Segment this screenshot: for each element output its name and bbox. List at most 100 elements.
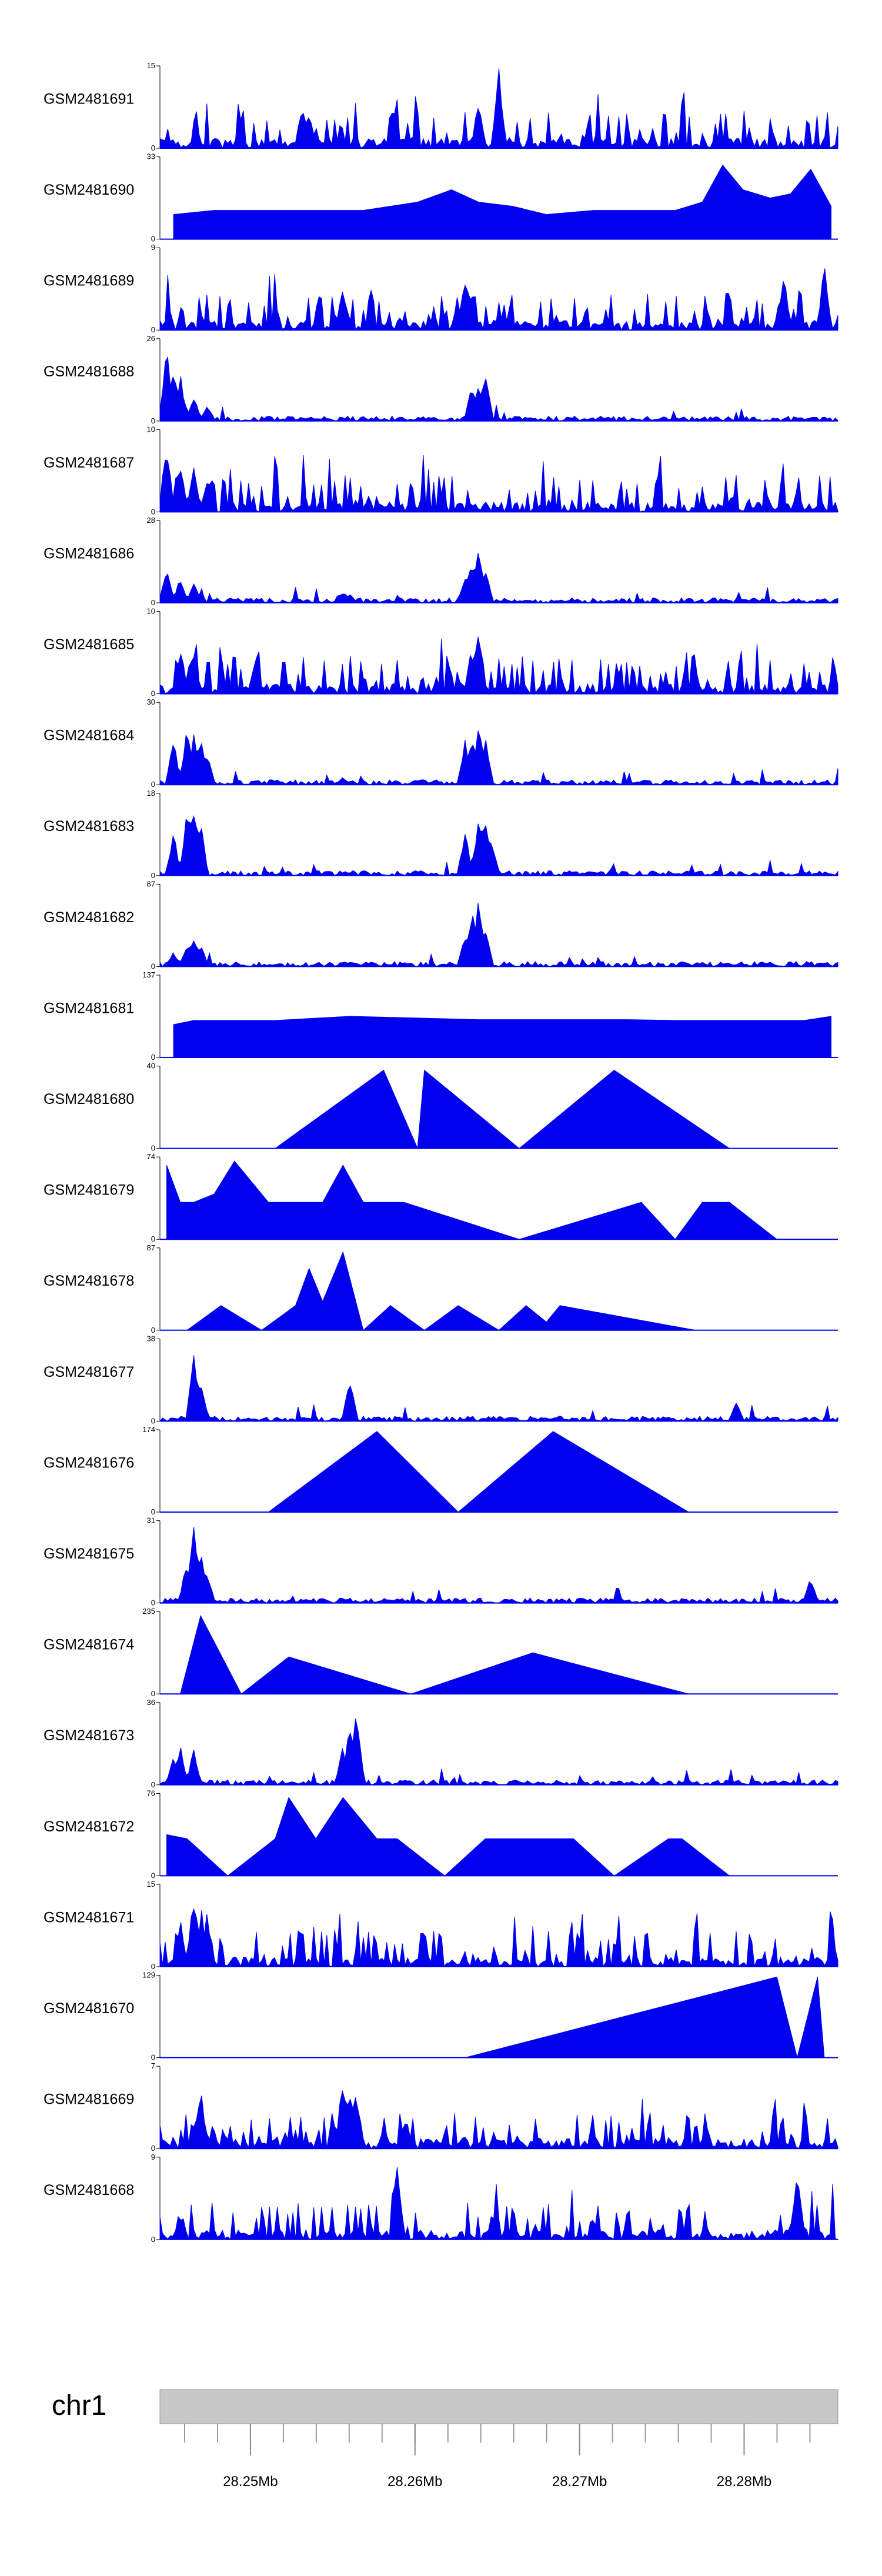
y-min-label: 0 bbox=[151, 2053, 155, 2062]
signal-area bbox=[159, 1527, 838, 1604]
y-max-label: 40 bbox=[147, 1062, 155, 1070]
y-max-label: 235 bbox=[142, 1607, 155, 1616]
y-max-label: 87 bbox=[147, 1243, 155, 1252]
y-max-label: 18 bbox=[147, 789, 155, 798]
y-max-label: 36 bbox=[147, 1698, 155, 1707]
y-min-label: 0 bbox=[151, 325, 155, 334]
chromosome-label: chr1 bbox=[52, 2390, 106, 2421]
y-max-label: 174 bbox=[142, 1425, 155, 1434]
y-min-label: 0 bbox=[151, 1962, 155, 1971]
track-GSM2481670: GSM2481670 129 0 bbox=[44, 1971, 838, 2062]
signal-area bbox=[166, 1160, 778, 1240]
y-max-label: 28 bbox=[147, 516, 155, 525]
signal-area bbox=[179, 1614, 689, 1694]
track-GSM2481690: GSM2481690 33 0 bbox=[44, 152, 838, 243]
signal-area bbox=[159, 2090, 838, 2150]
track-GSM2481686: GSM2481686 28 0 bbox=[44, 516, 838, 607]
track-label: GSM2481684 bbox=[44, 728, 134, 744]
track-label: GSM2481673 bbox=[44, 1727, 134, 1744]
track-GSM2481674: GSM2481674 235 0 bbox=[44, 1607, 838, 1698]
signal-area bbox=[159, 455, 838, 513]
y-max-label: 137 bbox=[142, 970, 155, 979]
y-min-label: 0 bbox=[151, 416, 155, 425]
y-min-label: 0 bbox=[151, 962, 155, 970]
y-max-label: 10 bbox=[147, 425, 155, 433]
track-GSM2481685: GSM2481685 10 0 bbox=[44, 607, 838, 698]
signal-area bbox=[465, 1976, 825, 2058]
signal-area bbox=[159, 636, 838, 695]
track-label: GSM2481672 bbox=[44, 1818, 134, 1835]
y-max-label: 74 bbox=[147, 1152, 155, 1161]
x-tick-label: 28.26Mb bbox=[387, 2474, 442, 2490]
signal-area bbox=[173, 164, 831, 240]
track-label: GSM2481688 bbox=[44, 363, 134, 380]
y-min-label: 0 bbox=[151, 2235, 155, 2244]
track-GSM2481679: GSM2481679 74 0 bbox=[44, 1152, 838, 1243]
y-max-label: 76 bbox=[147, 1788, 155, 1797]
y-min-label: 0 bbox=[151, 1053, 155, 1062]
signal-area bbox=[159, 356, 838, 422]
y-max-label: 26 bbox=[147, 334, 155, 343]
signal-area bbox=[159, 68, 838, 149]
track-GSM2481668: GSM2481668 9 0 bbox=[44, 2153, 838, 2244]
signal-area bbox=[159, 268, 838, 331]
signal-area bbox=[274, 1069, 731, 1149]
y-min-label: 0 bbox=[151, 1689, 155, 1698]
signal-area bbox=[166, 1797, 730, 1877]
y-min-label: 0 bbox=[151, 689, 155, 698]
genome-axis: chr1 28.25Mb 28.26Mb 28.27Mb 28.28Mb bbox=[52, 2389, 838, 2490]
track-label: GSM2481687 bbox=[44, 455, 134, 471]
y-min-label: 0 bbox=[151, 1507, 155, 1516]
track-label: GSM2481671 bbox=[44, 1909, 134, 1926]
x-tick-label: 28.27Mb bbox=[552, 2474, 607, 2490]
track-label: GSM2481678 bbox=[44, 1273, 134, 1289]
signal-area bbox=[159, 553, 838, 603]
signal-area bbox=[159, 815, 838, 876]
signal-area bbox=[159, 903, 838, 967]
y-min-label: 0 bbox=[151, 871, 155, 880]
track-GSM2481671: GSM2481671 15 0 bbox=[44, 1880, 838, 1971]
track-GSM2481683: GSM2481683 18 0 bbox=[44, 789, 838, 880]
track-label: GSM2481685 bbox=[44, 636, 134, 653]
y-max-label: 15 bbox=[147, 1880, 155, 1888]
track-GSM2481681: GSM2481681 137 0 bbox=[44, 970, 838, 1062]
track-label: GSM2481679 bbox=[44, 1182, 134, 1199]
track-GSM2481676: GSM2481676 174 0 bbox=[44, 1425, 838, 1516]
signal-area bbox=[159, 730, 838, 786]
y-max-label: 129 bbox=[142, 1971, 155, 1980]
signal-area bbox=[159, 1908, 838, 1968]
y-min-label: 0 bbox=[151, 1599, 155, 1607]
signal-area bbox=[267, 1431, 690, 1513]
signal-area bbox=[173, 1016, 831, 1058]
y-max-label: 38 bbox=[147, 1334, 155, 1343]
track-GSM2481684: GSM2481684 30 0 bbox=[44, 698, 838, 789]
y-min-label: 0 bbox=[151, 780, 155, 789]
track-GSM2481682: GSM2481682 87 0 bbox=[44, 879, 838, 970]
track-GSM2481677: GSM2481677 38 0 bbox=[44, 1334, 838, 1425]
track-GSM2481689: GSM2481689 9 0 bbox=[44, 243, 838, 334]
track-label: GSM2481681 bbox=[44, 1000, 134, 1016]
track-GSM2481680: GSM2481680 40 0 bbox=[44, 1062, 838, 1153]
y-max-label: 30 bbox=[147, 698, 155, 706]
chromosome-band bbox=[159, 2389, 838, 2424]
y-max-label: 9 bbox=[151, 243, 155, 252]
y-max-label: 15 bbox=[147, 61, 155, 70]
track-label: GSM2481686 bbox=[44, 545, 134, 562]
track-GSM2481669: GSM2481669 7 0 bbox=[44, 2061, 838, 2153]
track-GSM2481691: GSM2481691 15 0 bbox=[44, 61, 838, 152]
y-max-label: 87 bbox=[147, 879, 155, 888]
y-max-label: 33 bbox=[147, 152, 155, 161]
y-min-label: 0 bbox=[151, 2144, 155, 2153]
track-GSM2481687: GSM2481687 10 0 bbox=[44, 425, 838, 516]
track-label: GSM2481670 bbox=[44, 2000, 134, 2017]
y-min-label: 0 bbox=[151, 235, 155, 243]
track-label: GSM2481676 bbox=[44, 1454, 134, 1471]
signal-area bbox=[159, 1355, 838, 1422]
track-GSM2481678: GSM2481678 87 0 bbox=[44, 1243, 838, 1334]
track-label: GSM2481674 bbox=[44, 1637, 134, 1653]
signal-area bbox=[159, 1719, 838, 1786]
track-label: GSM2481680 bbox=[44, 1091, 134, 1107]
y-min-label: 0 bbox=[151, 1780, 155, 1789]
x-tick-label: 28.25Mb bbox=[223, 2474, 278, 2490]
